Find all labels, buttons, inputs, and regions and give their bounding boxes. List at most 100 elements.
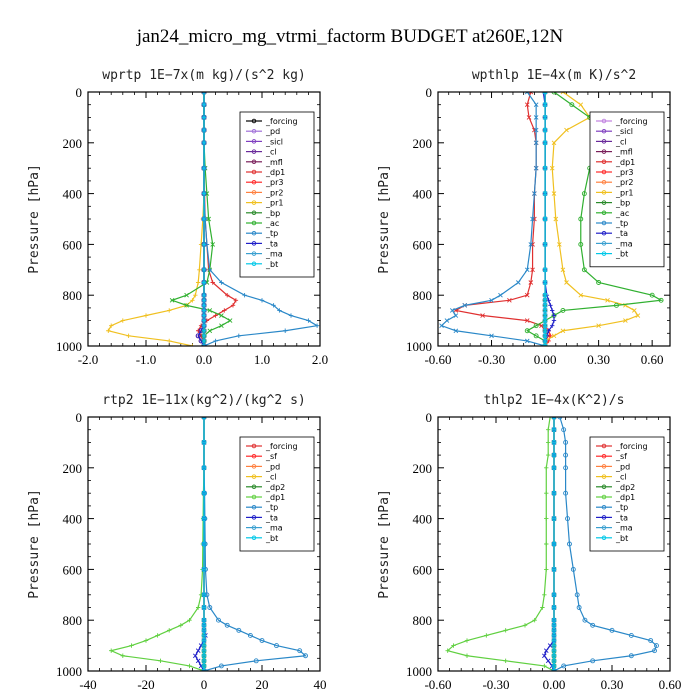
legend-marker (251, 535, 257, 541)
data-point (178, 623, 183, 628)
data-point (207, 605, 213, 610)
panel-4: thlp2 1E−4x(K^2)/s Pressure [hPa] 0 200 400 6… (377, 393, 681, 692)
legend-label: _cl (615, 137, 627, 146)
data-point (533, 127, 539, 133)
plot-frame (437, 416, 671, 672)
legend-marker (251, 251, 257, 256)
data-point (247, 632, 253, 638)
data-point (201, 308, 207, 313)
legend-marker (601, 525, 607, 530)
data-point (546, 427, 551, 432)
series-line_tp (203, 417, 307, 671)
plot-frame (437, 91, 671, 347)
legend-label: _sf (265, 452, 277, 461)
x-tick-label: 0.30 (601, 677, 624, 692)
data-point (623, 318, 628, 323)
legend-marker (251, 159, 257, 165)
data-point (201, 323, 207, 328)
data-point (277, 308, 282, 313)
legend: _forcing_pd_sicl_cl_mfl_dp1_pr3_pr2_pr1_… (239, 111, 315, 278)
series-group (445, 417, 659, 671)
data-point (201, 298, 207, 303)
x-tick-label: 40 (314, 677, 327, 692)
legend-marker (251, 210, 257, 216)
panel-3: rtp2 1E−11x(kg^2)/(kg^2 s) Pressure [hPa]… (27, 393, 327, 692)
x-tick-label: 1.0 (254, 352, 270, 367)
data-point (654, 643, 659, 649)
data-point (658, 297, 664, 303)
data-point (253, 658, 259, 664)
data-point (542, 318, 548, 323)
legend-label: _pr1 (615, 188, 633, 197)
legend-label: _dp1 (265, 168, 285, 177)
legend-marker (601, 139, 607, 144)
y-tick-label: 400 (63, 512, 83, 527)
legend-marker (601, 230, 607, 236)
data-point (628, 653, 634, 659)
data-point (551, 313, 557, 318)
data-point (306, 318, 311, 323)
data-point (542, 216, 548, 222)
data-point (106, 328, 111, 333)
data-point (230, 303, 236, 308)
data-point (201, 668, 207, 671)
data-point (569, 102, 575, 108)
data-point (544, 567, 549, 572)
legend-marker (251, 453, 257, 459)
legend-marker (601, 210, 607, 216)
data-point (207, 328, 213, 334)
y-tick-label: 600 (63, 562, 83, 577)
legend-label: _forcing (265, 442, 298, 451)
legend-label: _forcing (615, 117, 648, 126)
legend-label: _ma (615, 524, 633, 533)
legend-marker (601, 515, 607, 520)
data-point (605, 297, 610, 303)
data-point (561, 427, 567, 433)
x-tick-label: -1.0 (136, 352, 157, 367)
y-tick-label: 800 (413, 613, 433, 628)
data-point (542, 328, 548, 334)
data-point (551, 663, 557, 669)
data-point (574, 592, 580, 598)
data-point (224, 622, 230, 628)
data-point (201, 280, 207, 285)
data-point (167, 628, 172, 633)
data-point (546, 440, 551, 445)
data-point (480, 313, 485, 318)
data-point (564, 280, 569, 285)
y-axis-label: Pressure [hPa] (377, 164, 392, 274)
data-point (542, 323, 548, 328)
data-point (542, 92, 548, 95)
legend-label: _dp2 (265, 483, 285, 492)
data-point (542, 333, 548, 339)
data-point (614, 302, 619, 308)
data-point (542, 280, 548, 285)
data-point (453, 328, 459, 334)
data-point (120, 653, 125, 658)
y-axis-label: Pressure [hPa] (27, 164, 42, 274)
data-point (563, 465, 569, 471)
legend-label: _cl (615, 473, 627, 482)
data-point (539, 323, 544, 328)
y-tick-label: 600 (413, 237, 433, 252)
y-tick-label: 1000 (406, 339, 432, 354)
legend-label: _ac (265, 219, 279, 228)
legend-marker (251, 128, 257, 134)
data-point (526, 115, 532, 120)
x-tick-label: 0.30 (587, 352, 610, 367)
data-point (542, 292, 548, 298)
data-point (533, 323, 539, 329)
legend-marker (601, 159, 607, 165)
data-point (158, 658, 163, 664)
data-point (563, 452, 569, 458)
legend-label: _ta (265, 513, 278, 522)
legend-label: _pr2 (265, 188, 283, 197)
legend-marker (251, 261, 257, 267)
legend-marker (251, 169, 257, 175)
data-point (581, 191, 587, 197)
legend-label: _pr3 (615, 168, 633, 177)
legend-marker (601, 200, 607, 205)
data-point (201, 648, 207, 654)
legend-label: _sicl (615, 127, 633, 136)
legend-marker (601, 535, 607, 541)
